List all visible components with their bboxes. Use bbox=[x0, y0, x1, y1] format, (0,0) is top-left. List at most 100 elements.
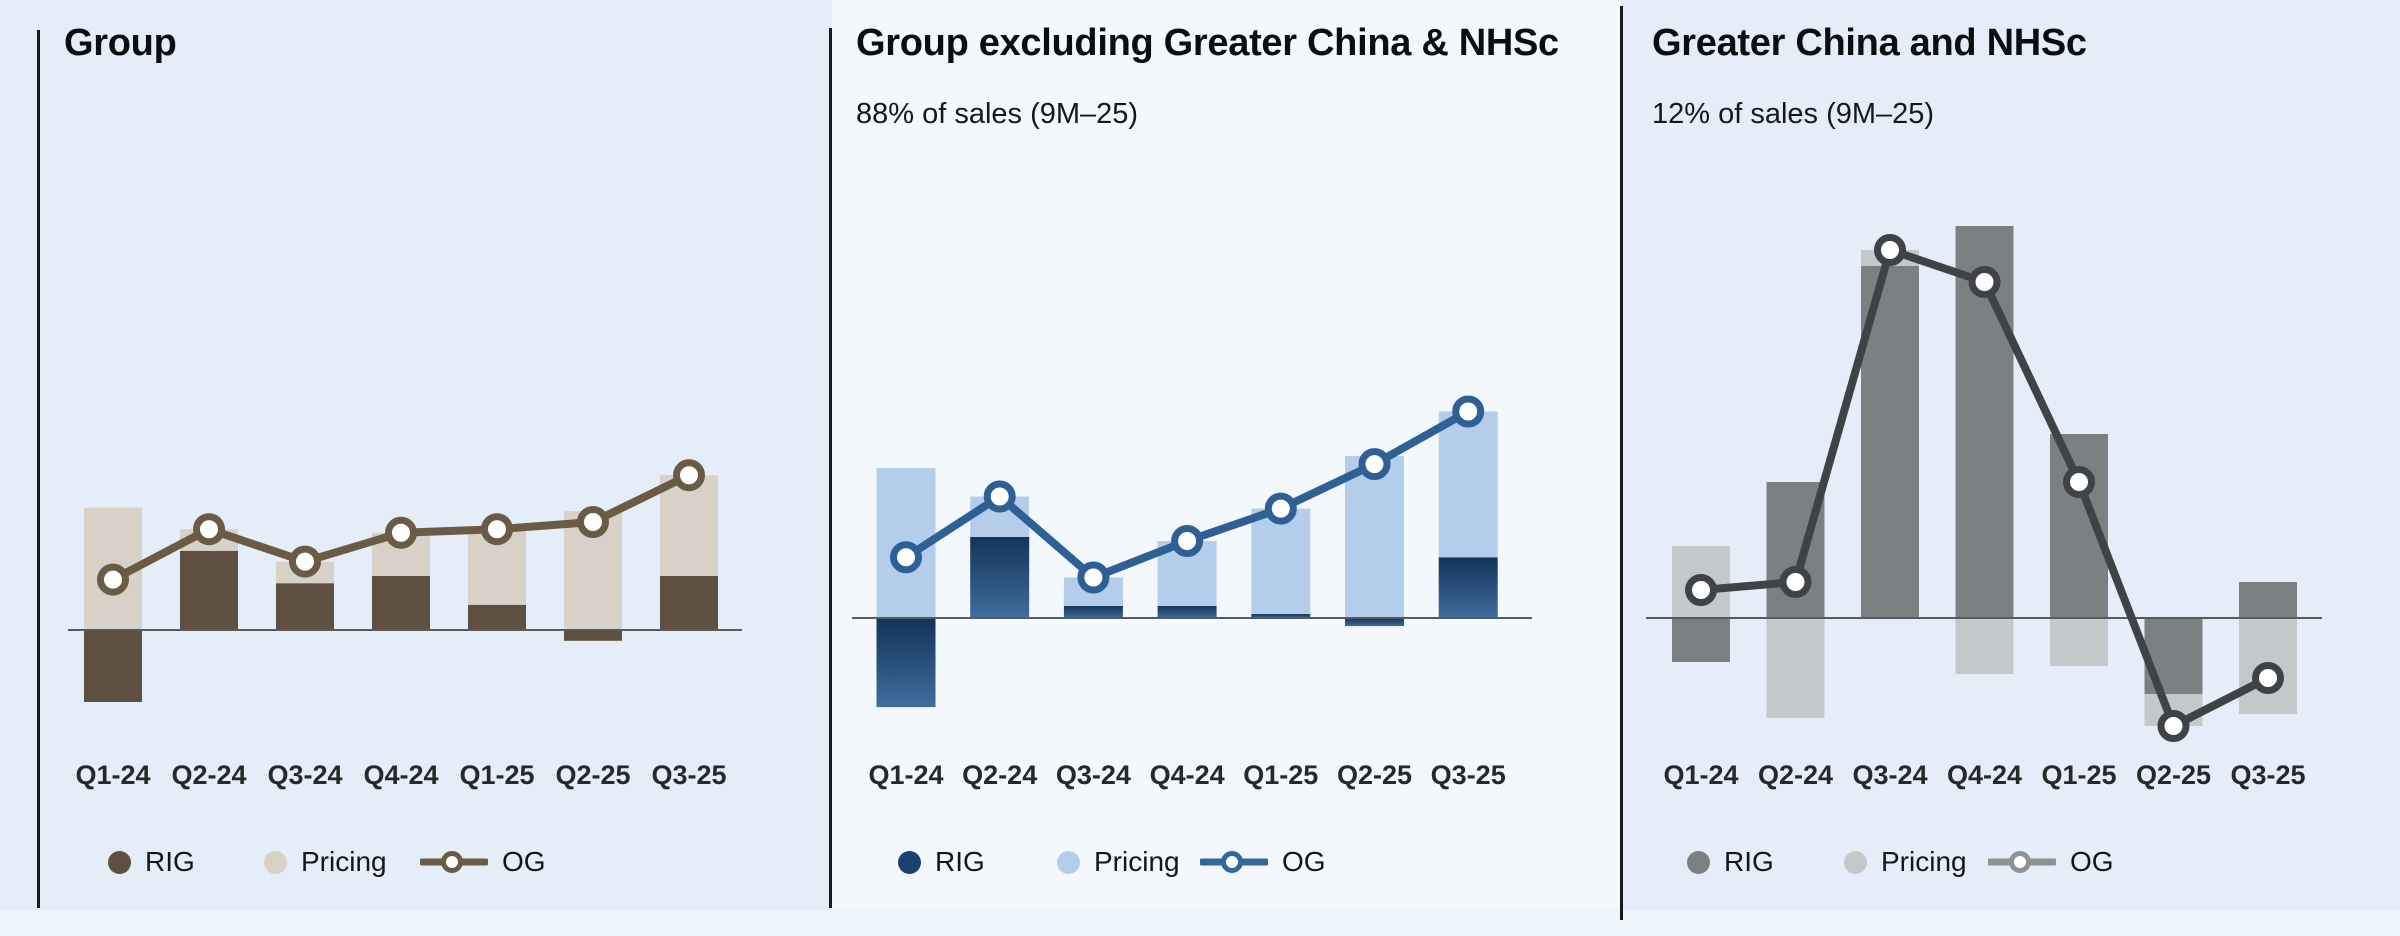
og-marker-Q1-25 bbox=[2063, 466, 2095, 498]
og-line-marker-icon bbox=[1988, 851, 2056, 873]
legend-item-pricing-2: Pricing bbox=[1057, 845, 1180, 879]
x-axis-label-Q2-24: Q2-24 bbox=[171, 760, 246, 790]
x-axis-label-Q1-25: Q1-25 bbox=[1243, 760, 1318, 790]
bar-pricing-Q1-25 bbox=[2050, 618, 2108, 666]
og-line-marker-icon bbox=[1200, 851, 1268, 873]
bar-rig-Q2-24 bbox=[970, 537, 1030, 618]
bar-pricing-Q2-25 bbox=[1345, 456, 1404, 618]
bar-rig-Q2-25 bbox=[1345, 618, 1404, 627]
rig-legend-dot-icon bbox=[108, 850, 131, 874]
og-marker-Q2-24 bbox=[983, 480, 1016, 513]
bar-rig-Q3-25 bbox=[2239, 582, 2297, 618]
og-marker-Q1-24 bbox=[97, 563, 129, 596]
bar-pricing-Q1-25 bbox=[1251, 508, 1311, 614]
x-axis-label-Q2-25: Q2-25 bbox=[1337, 760, 1412, 790]
x-axis-label-Q3-24: Q3-24 bbox=[1852, 760, 1927, 790]
x-axis-label-Q1-25: Q1-25 bbox=[459, 760, 534, 790]
bottom-strip bbox=[0, 910, 2400, 936]
x-axis-label-Q2-25: Q2-25 bbox=[2136, 760, 2211, 790]
legend-item-og-1: OG bbox=[420, 845, 546, 879]
bar-rig-Q1-25 bbox=[468, 604, 526, 630]
og-marker-Q1-25 bbox=[481, 513, 513, 546]
legend-item-rig-2: RIG bbox=[898, 845, 985, 879]
bar-rig-Q4-24 bbox=[1157, 605, 1217, 619]
x-axis-label-Q2-24: Q2-24 bbox=[1758, 760, 1833, 790]
legend-item-rig-1: RIG bbox=[108, 845, 195, 879]
og-marker-Q2-25 bbox=[1358, 448, 1391, 481]
legend-label-og: OG bbox=[502, 846, 546, 877]
og-marker-Q4-24 bbox=[385, 516, 417, 549]
x-axis-label-Q1-24: Q1-24 bbox=[868, 760, 943, 790]
bar-rig-Q2-25 bbox=[564, 630, 622, 641]
x-axis-label-Q3-24: Q3-24 bbox=[267, 760, 342, 790]
bar-pricing-Q3-25 bbox=[1438, 411, 1498, 558]
chart-subtitle-china-nhsc: 12% of sales (9M–25) bbox=[1652, 98, 1935, 130]
panel-2-left-border bbox=[829, 28, 832, 908]
legend-item-og-3: OG bbox=[1988, 845, 2114, 879]
og-marker-Q3-25 bbox=[1452, 395, 1485, 428]
pricing-legend-dot-icon bbox=[264, 850, 287, 874]
legend-item-rig-3: RIG bbox=[1687, 845, 1774, 879]
og-marker-Q3-24 bbox=[1077, 561, 1110, 594]
legend-label-og: OG bbox=[1282, 846, 1326, 877]
panel-1-left-border bbox=[37, 30, 40, 908]
legend-label-rig: RIG bbox=[1724, 846, 1774, 877]
panel-divider bbox=[1620, 6, 1623, 920]
bar-rig-Q3-25 bbox=[660, 576, 718, 630]
bar-rig-Q1-24 bbox=[876, 618, 936, 708]
x-axis-label-Q1-24: Q1-24 bbox=[75, 760, 150, 790]
x-axis-label-Q3-24: Q3-24 bbox=[1056, 760, 1131, 790]
legend-label-og: OG bbox=[2070, 846, 2114, 877]
og-marker-Q4-24 bbox=[1171, 525, 1204, 557]
x-axis-label-Q1-25: Q1-25 bbox=[2041, 760, 2116, 790]
legend-label-rig: RIG bbox=[935, 846, 985, 877]
legend-label-pricing: Pricing bbox=[1881, 846, 1967, 877]
pricing-legend-dot-icon bbox=[1057, 850, 1080, 874]
og-marker-Q3-24 bbox=[289, 545, 321, 578]
legend-item-og-2: OG bbox=[1200, 845, 1326, 879]
bar-rig-Q2-24 bbox=[180, 550, 238, 630]
rig-legend-dot-icon bbox=[1687, 850, 1710, 874]
rig-legend-dot-icon bbox=[898, 850, 921, 874]
og-marker-Q1-24 bbox=[1685, 574, 1717, 606]
legend-item-pricing-1: Pricing bbox=[264, 845, 387, 879]
bar-rig-Q1-24 bbox=[1672, 618, 1730, 662]
og-marker-Q3-25 bbox=[2252, 662, 2284, 694]
og-marker-Q1-24 bbox=[890, 541, 922, 574]
x-axis-label-Q3-25: Q3-25 bbox=[651, 760, 726, 790]
bar-rig-Q1-24 bbox=[84, 630, 142, 702]
x-axis-label-Q1-24: Q1-24 bbox=[1663, 760, 1738, 790]
x-axis-label-Q4-24: Q4-24 bbox=[363, 760, 438, 790]
x-axis-label-Q3-25: Q3-25 bbox=[2230, 760, 2305, 790]
legend-label-pricing: Pricing bbox=[301, 846, 387, 877]
legend-item-pricing-3: Pricing bbox=[1844, 845, 1967, 879]
bar-rig-Q3-24 bbox=[276, 583, 334, 630]
x-axis-label-Q4-24: Q4-24 bbox=[1947, 760, 2022, 790]
chart-title-group: Group bbox=[64, 22, 177, 64]
og-marker-Q2-24 bbox=[1779, 566, 1812, 598]
legend-label-rig: RIG bbox=[145, 846, 195, 877]
x-axis-label-Q2-25: Q2-25 bbox=[555, 760, 630, 790]
og-marker-Q1-25 bbox=[1264, 492, 1297, 525]
legend-label-pricing: Pricing bbox=[1094, 846, 1180, 877]
chart-title-ex-china-nhsc: Group excluding Greater China & NHSc bbox=[856, 22, 1559, 64]
pricing-legend-dot-icon bbox=[1844, 850, 1867, 874]
bar-rig-Q3-25 bbox=[1438, 557, 1498, 619]
og-marker-Q3-24 bbox=[1874, 234, 1906, 266]
x-axis-label-Q2-24: Q2-24 bbox=[962, 760, 1037, 790]
bar-rig-Q3-24 bbox=[1063, 605, 1123, 619]
og-marker-Q3-25 bbox=[673, 459, 705, 492]
og-marker-Q2-25 bbox=[2157, 710, 2190, 742]
bar-pricing-Q3-25 bbox=[660, 475, 718, 576]
chart-subtitle-ex-china-nhsc: 88% of sales (9M–25) bbox=[856, 98, 1139, 130]
bar-pricing-Q2-24 bbox=[1766, 618, 1825, 718]
og-line-marker-icon bbox=[420, 851, 488, 873]
og-marker-Q2-24 bbox=[193, 513, 225, 546]
x-axis-label-Q3-25: Q3-25 bbox=[1431, 760, 1506, 790]
bar-rig-Q4-24 bbox=[372, 576, 430, 630]
chart-title-china-nhsc: Greater China and NHSc bbox=[1652, 22, 2087, 64]
bar-rig-Q1-25 bbox=[1251, 614, 1311, 618]
bar-pricing-Q4-24 bbox=[1955, 618, 2014, 674]
